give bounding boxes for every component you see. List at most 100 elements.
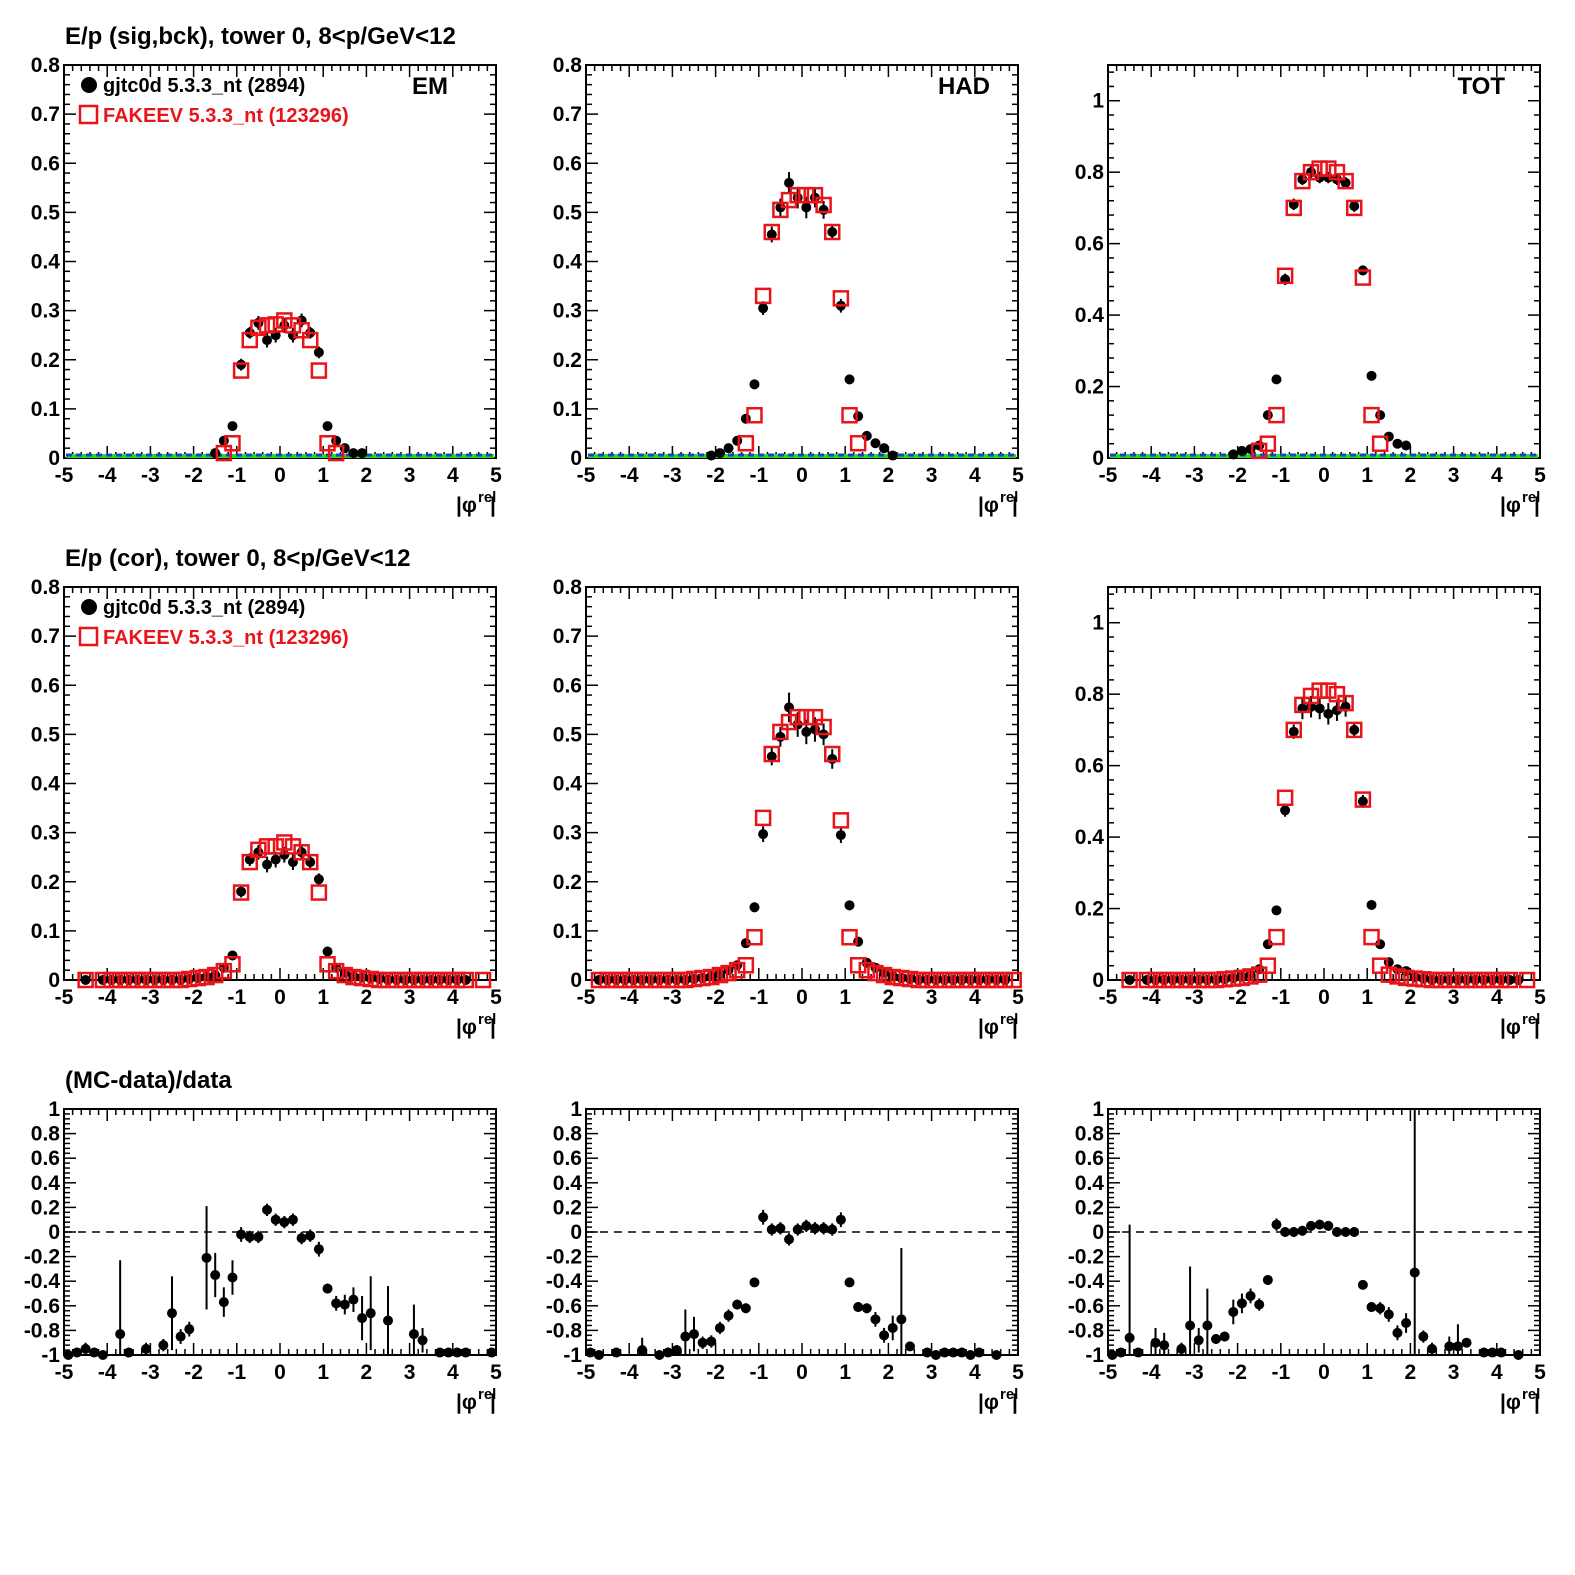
y-tick-label: -0.4 <box>24 1270 61 1293</box>
mc-point <box>642 971 660 989</box>
mc-point <box>962 971 979 989</box>
mc-point <box>1242 968 1259 985</box>
data-point <box>602 975 613 985</box>
mc-point <box>927 971 945 989</box>
data-point <box>1314 172 1325 183</box>
data-series <box>63 1203 497 1360</box>
data-point <box>313 347 324 358</box>
x-tick-label: -2 <box>1228 1361 1247 1384</box>
mc-point <box>1363 928 1380 946</box>
y-tick-label: -0.2 <box>1068 1246 1104 1269</box>
mc-point <box>457 971 475 989</box>
data-point <box>870 438 881 449</box>
y-tick-label: 0.3 <box>553 300 582 323</box>
data-point <box>1124 975 1135 985</box>
mc-point <box>910 971 927 989</box>
data-point <box>1513 1350 1524 1360</box>
y-tick-label: 1 <box>570 1098 582 1121</box>
mc-point <box>746 407 763 424</box>
data-point <box>749 902 760 913</box>
data-point <box>818 1223 829 1234</box>
mc-point <box>754 287 772 305</box>
y-tick-label: 1 <box>48 1098 60 1121</box>
mc-point <box>1294 172 1311 190</box>
mc-point <box>728 961 746 979</box>
mc-point <box>362 970 379 988</box>
y-tick-label: 1 <box>1092 90 1104 113</box>
x-tick-label: -1 <box>749 986 768 1009</box>
mc-point <box>789 708 806 726</box>
x-tick-label: 1 <box>839 986 851 1009</box>
x-tick-label: 2 <box>1405 986 1417 1009</box>
x-tick-label: -3 <box>1185 1361 1204 1384</box>
x-tick-label: -1 <box>227 1361 246 1384</box>
mc-point <box>703 968 720 986</box>
mc-point <box>668 971 685 989</box>
mc-point <box>996 971 1014 989</box>
mc-point <box>224 956 241 973</box>
x-axis-label-end: | <box>490 1016 496 1039</box>
data-point <box>244 1231 255 1242</box>
mc-point <box>310 362 328 379</box>
data-point <box>357 1313 368 1324</box>
x-axis-label-sup: rel <box>1522 489 1540 506</box>
y-tick-label: -1 <box>1085 1344 1104 1367</box>
data-point <box>913 975 924 985</box>
x-tick-label: 4 <box>969 1361 981 1384</box>
mc-point <box>327 962 345 980</box>
mc-point <box>1484 971 1501 989</box>
data-point <box>1211 1334 1221 1345</box>
data-point <box>201 971 212 982</box>
mc-point <box>250 319 267 337</box>
y-tick-label: 0.6 <box>1075 755 1104 778</box>
data-series <box>585 1209 1002 1360</box>
data-point <box>835 1214 846 1225</box>
data-point <box>1366 899 1377 910</box>
x-tick-label: -1 <box>227 986 246 1009</box>
data-point <box>1513 975 1524 985</box>
data-point <box>1409 1267 1420 1278</box>
x-tick-label: -4 <box>1142 986 1161 1009</box>
mc-point <box>440 971 457 989</box>
x-tick-label: 2 <box>883 986 895 1009</box>
x-tick-label: -4 <box>98 464 117 487</box>
mc-point <box>1354 791 1372 808</box>
x-tick-label: 2 <box>361 986 373 1009</box>
data-point <box>201 1252 212 1263</box>
x-tick-label: -5 <box>577 986 596 1009</box>
data-point <box>922 975 933 985</box>
data-point <box>1487 1347 1498 1358</box>
x-tick-label: 3 <box>1448 1361 1460 1384</box>
y-tick-label: 0.4 <box>1075 1172 1105 1195</box>
data-point <box>1254 440 1265 451</box>
data-point <box>1314 1219 1325 1230</box>
y-tick-label: 0.1 <box>31 398 61 421</box>
y-tick-label: 0.8 <box>31 576 61 599</box>
x-axis-label-sup: rel <box>1000 489 1018 506</box>
x-tick-label: 4 <box>447 986 459 1009</box>
data-point <box>1245 444 1256 455</box>
data-point <box>417 1335 428 1346</box>
x-tick-label: -4 <box>1142 464 1161 487</box>
data-point <box>706 971 717 982</box>
mc-point <box>1371 957 1389 974</box>
legend-data-marker <box>81 599 97 615</box>
mc-series <box>77 834 492 989</box>
data-point <box>637 975 648 985</box>
data-point <box>1271 905 1282 916</box>
x-tick-label: -4 <box>98 1361 117 1384</box>
y-tick-label: -1 <box>563 1344 582 1367</box>
mc-point <box>1492 971 1510 989</box>
x-tick-label: 3 <box>1448 464 1460 487</box>
y-tick-label: 0.6 <box>1075 233 1104 256</box>
mc-point <box>841 929 858 946</box>
mc-point <box>936 971 953 989</box>
data-point <box>322 946 333 957</box>
y-tick-label: -0.4 <box>546 1270 583 1293</box>
data-point <box>1167 975 1178 985</box>
y-tick-label: -0.2 <box>546 1246 582 1269</box>
data-point <box>348 971 359 982</box>
mc-point <box>1259 957 1277 974</box>
data-point <box>80 1343 91 1354</box>
data-point <box>1228 1306 1239 1317</box>
